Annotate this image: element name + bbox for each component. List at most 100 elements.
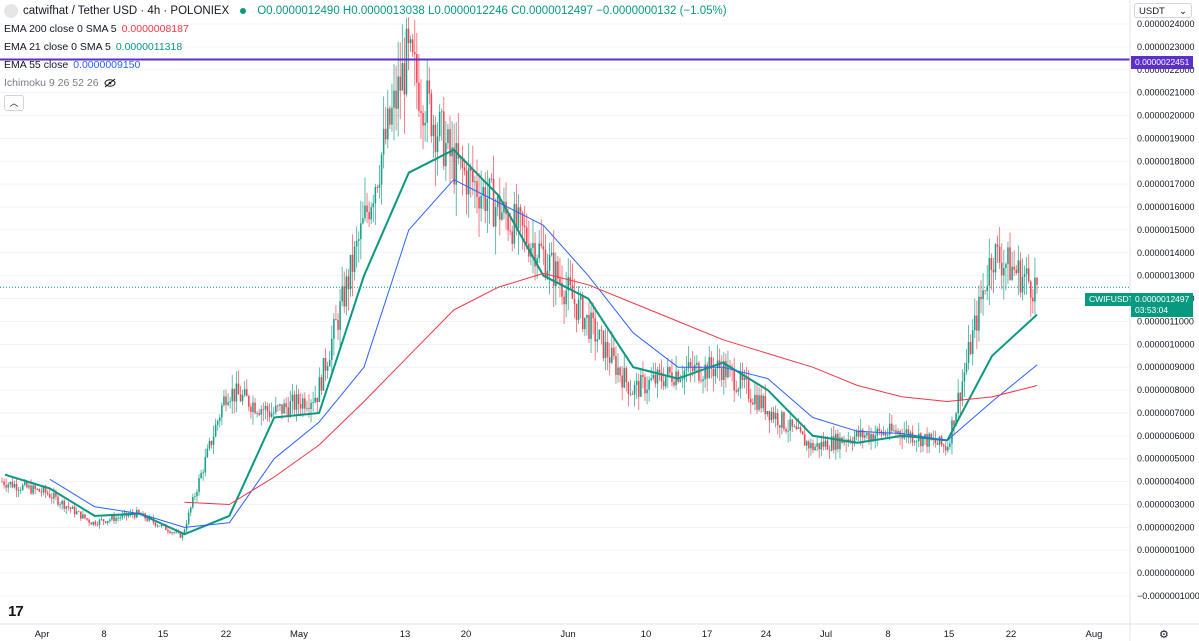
- indicator-ema55[interactable]: EMA 55 close 0.0000009150: [4, 56, 727, 74]
- candle-body: [326, 366, 329, 371]
- candle-body: [581, 296, 584, 330]
- candle: [1019, 252, 1022, 298]
- candle-body: [98, 519, 101, 525]
- candle: [687, 346, 690, 373]
- candle-body: [225, 396, 227, 405]
- candle-body: [700, 380, 702, 382]
- x-tick-label: 17: [702, 629, 713, 640]
- candle: [978, 285, 980, 342]
- candle: [102, 519, 105, 526]
- candle-body: [864, 435, 866, 438]
- candle: [418, 54, 420, 118]
- indicator-label: EMA 21 close 0 SMA 5: [4, 41, 111, 53]
- candle-body: [30, 485, 32, 494]
- candle-body: [770, 411, 773, 421]
- candle-body: [801, 431, 804, 435]
- candle: [1015, 264, 1018, 275]
- candle-body: [812, 443, 814, 451]
- eye-off-icon[interactable]: [104, 78, 116, 88]
- candle: [501, 204, 503, 221]
- candle: [366, 192, 368, 224]
- candle: [248, 394, 250, 412]
- candle: [961, 369, 964, 407]
- tradingview-logo[interactable]: 17: [8, 603, 24, 620]
- candle: [260, 405, 263, 426]
- indicator-ema200[interactable]: EMA 200 close 0 SMA 5 0.0000008187: [4, 20, 727, 38]
- candle-body: [662, 381, 665, 387]
- indicator-ichimoku[interactable]: Ichimoku 9 26 52 26: [4, 74, 727, 92]
- candle: [287, 396, 290, 423]
- candle: [40, 487, 43, 497]
- candle: [677, 369, 679, 384]
- candle-body: [59, 504, 61, 506]
- candle: [212, 425, 215, 454]
- candle: [318, 367, 321, 403]
- candle: [380, 152, 383, 205]
- candle: [173, 531, 175, 535]
- candle-body: [88, 519, 90, 523]
- candle: [1003, 249, 1005, 300]
- candle: [973, 298, 976, 339]
- candle-body: [314, 397, 316, 403]
- candle: [194, 492, 196, 501]
- candle: [38, 488, 41, 492]
- candle-body: [598, 329, 601, 340]
- candle-body: [113, 515, 115, 521]
- candle: [642, 361, 644, 389]
- candle: [430, 89, 433, 143]
- candle-body: [905, 429, 908, 433]
- candle-body: [654, 374, 657, 384]
- candle-body: [158, 525, 161, 527]
- candle: [314, 385, 316, 404]
- candle-body: [133, 514, 136, 518]
- candle: [7, 482, 10, 494]
- candle-body: [913, 441, 916, 443]
- currency-selector[interactable]: USDT ⌄: [1134, 3, 1192, 18]
- candle-body: [642, 374, 644, 378]
- symbol-row[interactable]: catwifhat / Tether USD · 4h · POLONIEX O…: [4, 2, 727, 20]
- candle-body: [762, 395, 765, 409]
- candle-body: [28, 485, 30, 488]
- candle-body: [106, 520, 109, 523]
- y-tick-label: 0.0000015000: [1137, 225, 1195, 235]
- candle-body: [859, 429, 862, 437]
- indicator-ema21[interactable]: EMA 21 close 0 SMA 5 0.0000011318: [4, 38, 727, 56]
- candle-body: [301, 398, 304, 409]
- candle-body: [942, 444, 945, 447]
- candle: [579, 291, 582, 319]
- candle: [623, 355, 626, 389]
- y-tick-label: 0.0000020000: [1137, 111, 1195, 121]
- candle: [799, 425, 802, 434]
- candle-body: [758, 395, 760, 410]
- candle: [619, 366, 621, 383]
- candle-body: [198, 478, 200, 492]
- gear-icon[interactable]: ⚙: [1159, 629, 1169, 641]
- candle-body: [401, 63, 404, 91]
- collapse-legend-button[interactable]: ︿: [4, 95, 24, 111]
- candle: [901, 428, 903, 450]
- candle-body: [283, 403, 285, 414]
- candle: [467, 143, 470, 218]
- candle-body: [214, 424, 217, 437]
- symbol-title[interactable]: catwifhat / Tether USD · 4h · POLONIEX: [23, 5, 230, 17]
- candle: [264, 401, 267, 420]
- candle: [571, 263, 574, 300]
- candle-body: [741, 372, 744, 380]
- candle-body: [277, 405, 279, 407]
- candle: [667, 357, 669, 389]
- candle-body: [496, 195, 499, 208]
- candle-body: [256, 413, 258, 414]
- candle-body: [893, 430, 895, 432]
- candle: [789, 410, 791, 442]
- candle-body: [799, 427, 802, 432]
- candle: [378, 165, 381, 199]
- candle: [849, 435, 852, 445]
- candle: [758, 387, 760, 412]
- candle: [859, 418, 862, 446]
- candle-body: [982, 290, 984, 300]
- candle-body: [92, 521, 95, 525]
- candle: [600, 325, 603, 345]
- candle: [542, 225, 545, 265]
- candle: [785, 426, 787, 434]
